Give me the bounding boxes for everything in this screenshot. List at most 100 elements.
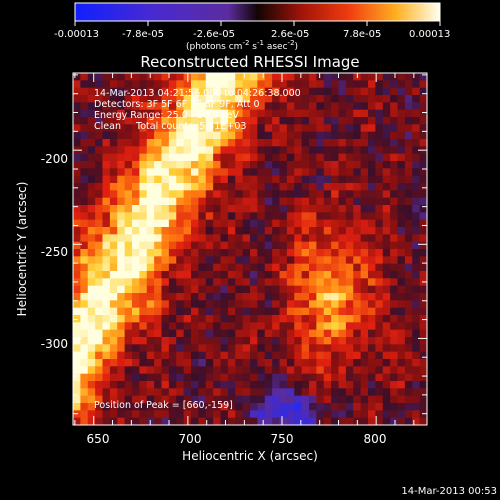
image-pixel (176, 410, 185, 419)
image-pixel (419, 337, 427, 345)
image-pixel (264, 183, 273, 191)
image-pixel (220, 417, 229, 425)
image-pixel (404, 381, 413, 389)
image-pixel (272, 168, 281, 177)
image-pixel (338, 227, 347, 235)
image-pixel (95, 197, 104, 206)
image-pixel (397, 73, 406, 81)
image-pixel (227, 366, 236, 375)
image-pixel (80, 109, 89, 118)
image-pixel (301, 117, 310, 125)
image-pixel (213, 73, 222, 81)
image-pixel (132, 300, 140, 309)
image-pixel (338, 197, 347, 206)
image-pixel (139, 168, 148, 177)
image-pixel (294, 307, 303, 316)
image-pixel (390, 87, 399, 96)
image-pixel (257, 219, 266, 228)
image-pixel (73, 403, 81, 411)
image-pixel (205, 175, 214, 184)
image-pixel (368, 300, 376, 309)
image-pixel (257, 410, 266, 419)
image-pixel (109, 190, 118, 199)
image-pixel (286, 315, 295, 323)
image-pixel (323, 249, 332, 257)
image-pixel (102, 197, 111, 206)
image-pixel (87, 109, 96, 118)
image-pixel (205, 183, 214, 191)
image-pixel (404, 337, 413, 345)
image-pixel (139, 161, 148, 169)
image-pixel (124, 87, 133, 96)
image-pixel (176, 278, 185, 287)
image-pixel (191, 300, 199, 309)
image-pixel (132, 307, 140, 316)
image-pixel (139, 183, 148, 191)
image-pixel (73, 322, 81, 331)
image-pixel (80, 388, 89, 397)
image-pixel (331, 417, 340, 425)
image-pixel (109, 366, 118, 375)
image-pixel (382, 175, 391, 184)
image-pixel (286, 80, 295, 89)
image-pixel (382, 395, 391, 404)
image-pixel (272, 337, 281, 345)
image-pixel (124, 373, 133, 382)
image-pixel (102, 366, 111, 375)
image-pixel (191, 344, 199, 353)
image-pixel (353, 95, 362, 103)
image-pixel (294, 131, 303, 140)
image-pixel (397, 329, 406, 338)
image-pixel (250, 139, 258, 147)
image-pixel (235, 73, 244, 81)
image-pixel (102, 300, 111, 309)
image-pixel (316, 256, 325, 265)
image-pixel (397, 131, 406, 140)
image-pixel (331, 139, 340, 147)
info-clean-counts: Clean Total counts: 5.41E+03 (94, 121, 246, 132)
image-pixel (250, 241, 258, 250)
image-pixel (80, 315, 89, 323)
image-pixel (220, 168, 229, 177)
image-pixel (198, 124, 207, 133)
image-pixel (161, 95, 170, 103)
image-pixel (331, 183, 340, 191)
image-pixel (109, 95, 118, 103)
image-pixel (331, 87, 340, 96)
image-pixel (235, 271, 244, 279)
image-pixel (272, 197, 281, 206)
image-pixel (132, 219, 140, 228)
image-pixel (235, 197, 244, 206)
image-pixel (323, 219, 332, 228)
image-pixel (301, 109, 310, 118)
image-pixel (213, 241, 222, 250)
image-pixel (102, 351, 111, 360)
image-pixel (87, 212, 96, 221)
image-pixel (213, 256, 222, 265)
image-pixel (191, 234, 199, 243)
image-pixel (412, 183, 421, 191)
image-pixel (338, 80, 347, 89)
image-pixel (323, 337, 332, 345)
image-pixel (250, 212, 258, 221)
image-pixel (353, 212, 362, 221)
image-pixel (154, 212, 163, 221)
image-pixel (154, 109, 163, 118)
image-pixel (397, 183, 406, 191)
image-pixel (176, 117, 185, 125)
image-pixel (353, 307, 362, 316)
image-pixel (404, 278, 413, 287)
image-pixel (146, 234, 155, 243)
image-pixel (345, 256, 354, 265)
image-pixel (301, 359, 310, 367)
image-pixel (375, 322, 384, 331)
image-pixel (154, 234, 163, 243)
image-pixel (168, 190, 177, 199)
image-pixel (301, 234, 310, 243)
image-pixel (146, 278, 155, 287)
image-pixel (109, 315, 118, 323)
image-pixel (250, 410, 258, 419)
image-pixel (345, 153, 354, 162)
image-pixel (323, 293, 332, 301)
image-pixel (294, 381, 303, 389)
